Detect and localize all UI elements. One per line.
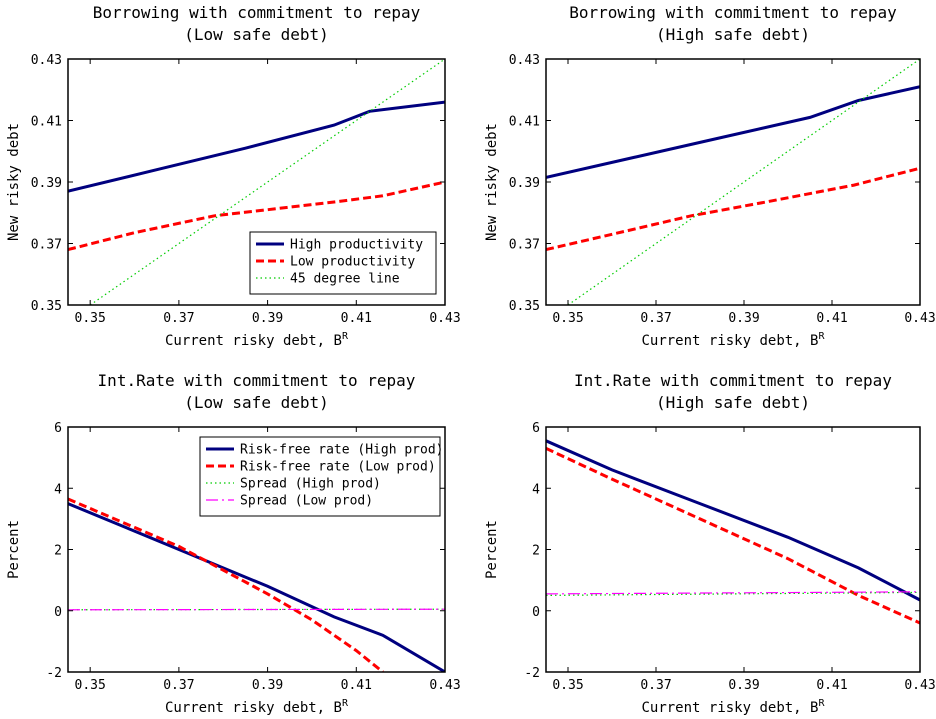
x-tick-label: 0.37 [163, 311, 194, 326]
panel-4: Int.Rate with commitment to repay (High s… [484, 371, 936, 716]
x-axis-label: Current risky debt, BR [165, 698, 349, 716]
series-line-low-productivity [546, 166, 920, 252]
x-axis-label-superscript: R [342, 698, 349, 709]
y-tick-label: 4 [532, 482, 540, 497]
y-tick-label: 0.41 [509, 115, 540, 130]
x-tick-label: 0.41 [341, 678, 372, 693]
y-tick-label: -2 [46, 666, 62, 681]
y-tick-label: 0.43 [31, 53, 62, 68]
y-tick-label: 0.35 [31, 299, 62, 314]
x-tick-label: 0.39 [252, 311, 283, 326]
x-tick-label: 0.43 [429, 678, 460, 693]
y-axis-label: Percent [484, 520, 500, 579]
x-tick-label: 0.41 [341, 311, 372, 326]
x-axis-label: Current risky debt, BR [641, 698, 825, 716]
y-tick-label: 2 [532, 544, 540, 559]
series-line-risk-free-rate-high-prod [546, 439, 920, 602]
panel-1: Borrowing with commitment to repay (Low s… [6, 3, 461, 349]
legend-label-high-productivity: High productivity [290, 238, 423, 253]
series-line-spread-high-prod [546, 591, 920, 597]
x-axis-label-superscript: R [342, 331, 349, 342]
y-tick-label: 2 [54, 544, 62, 559]
x-tick-label: 0.39 [728, 678, 759, 693]
x-tick-label: 0.37 [640, 678, 671, 693]
x-tick-label: 0.43 [904, 311, 935, 326]
legend: Risk-free rate (High prod) Risk-free rate… [199, 436, 444, 517]
series-line-risk-free-rate-low-prod [546, 447, 920, 625]
x-tick-label: 0.35 [75, 311, 106, 326]
x-tick-label: 0.39 [252, 678, 283, 693]
x-axis-label-superscript: R [818, 698, 825, 709]
x-tick-label: 0.37 [640, 311, 671, 326]
legend-label-spread-high-prod: Spread (High prod) [240, 477, 381, 492]
chart-title-line-1: Borrowing with commitment to repay [93, 3, 421, 22]
series-line-high-productivity [546, 85, 920, 179]
series-line-high-productivity [68, 100, 445, 193]
series-line-risk-free-rate-low-prod [68, 497, 384, 672]
y-tick-label: 0 [532, 605, 540, 620]
x-tick-label: 0.37 [163, 678, 194, 693]
y-axis-label: New risky debt [6, 123, 22, 241]
y-tick-label: 0.43 [509, 53, 540, 68]
legend-box [199, 436, 441, 517]
y-tick-label: 0.39 [509, 176, 540, 191]
series-line-spread-low-prod [546, 591, 920, 595]
y-axis-label: New risky debt [484, 123, 500, 241]
x-axis-label-superscript: R [818, 331, 825, 342]
y-tick-label: 0.39 [31, 176, 62, 191]
y-tick-label: 4 [54, 482, 62, 497]
panel-2: Borrowing with commitment to repay (High … [484, 3, 936, 349]
y-tick-label: 0 [54, 605, 62, 620]
x-tick-label: 0.35 [552, 311, 583, 326]
chart-title-line-2: (High safe debt) [656, 393, 810, 412]
chart-title-line-1: Int.Rate with commitment to repay [98, 371, 416, 390]
chart-title-line-2: (Low safe debt) [184, 25, 329, 44]
y-tick-label: 0.37 [31, 238, 62, 253]
legend-box [249, 231, 437, 295]
series-line-low-productivity [68, 180, 445, 252]
x-tick-label: 0.41 [816, 311, 847, 326]
chart-title-line-1: Int.Rate with commitment to repay [574, 371, 892, 390]
x-axis-label: Current risky debt, BR [641, 331, 825, 349]
plot-area-frame [545, 426, 921, 673]
y-tick-label: 6 [532, 421, 540, 436]
legend: High productivity Low productivity 45 degr… [249, 231, 437, 295]
x-tick-label: 0.35 [552, 678, 583, 693]
y-tick-label: 0.37 [509, 238, 540, 253]
y-tick-label: 0.41 [31, 115, 62, 130]
chart-title-line-2: (High safe debt) [656, 25, 810, 44]
legend-label-risk-free-rate-low-prod: Risk-free rate (Low prod) [240, 460, 436, 475]
legend-label-spread-low-prod: Spread (Low prod) [240, 494, 373, 509]
panel-3: Int.Rate with commitment to repay (Low sa… [6, 371, 461, 716]
chart-title-line-2: (Low safe debt) [184, 393, 329, 412]
x-tick-label: 0.35 [75, 678, 106, 693]
y-axis-label: Percent [6, 520, 22, 579]
chart-title-line-1: Borrowing with commitment to repay [569, 3, 897, 22]
legend-label-low-productivity: Low productivity [290, 255, 415, 270]
y-tick-label: 0.35 [509, 299, 540, 314]
series-line-risk-free-rate-high-prod [68, 502, 445, 672]
x-tick-label: 0.43 [429, 311, 460, 326]
series-line-spread-high-prod [68, 608, 445, 611]
x-axis-label: Current risky debt, BR [165, 331, 349, 349]
x-tick-label: 0.39 [728, 311, 759, 326]
x-tick-label: 0.43 [904, 678, 935, 693]
legend-label-risk-free-rate-high-prod: Risk-free rate (High prod) [240, 443, 444, 458]
legend-label-45-degree-line: 45 degree line [290, 272, 400, 287]
x-tick-label: 0.41 [816, 678, 847, 693]
y-tick-label: -2 [524, 666, 540, 681]
y-tick-label: 6 [54, 421, 62, 436]
series-line-spread-low-prod [68, 608, 445, 611]
